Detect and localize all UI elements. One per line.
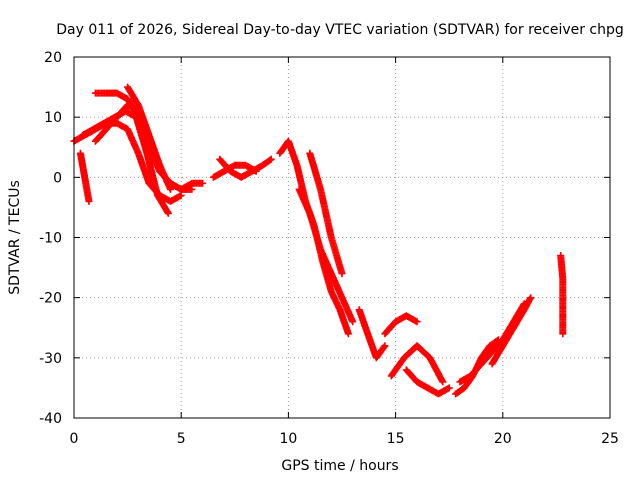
series-track-s xyxy=(557,252,567,338)
data-point xyxy=(164,209,172,217)
y-tick-label: -20 xyxy=(39,291,62,307)
series-track-j xyxy=(295,185,357,326)
data-point xyxy=(527,294,535,302)
data-point xyxy=(413,318,421,326)
y-axis-label: SDTVAR / TECUs xyxy=(7,180,23,295)
data-point xyxy=(439,378,447,386)
data-point xyxy=(380,343,388,351)
x-tick-label: 0 xyxy=(70,431,79,447)
x-tick-label: 25 xyxy=(601,431,619,447)
data-point xyxy=(177,191,185,199)
data-point xyxy=(267,155,275,163)
series-track-k xyxy=(306,149,346,278)
y-tick-label: 0 xyxy=(53,170,62,186)
data-points xyxy=(70,83,567,398)
data-point xyxy=(167,185,174,193)
chart-title: Day 011 of 2026, Sidereal Day-to-day VTE… xyxy=(56,22,624,38)
data-point xyxy=(252,167,260,175)
y-tick-label: 20 xyxy=(44,50,62,66)
data-point xyxy=(199,179,207,187)
x-tick-label: 15 xyxy=(387,431,405,447)
data-point xyxy=(559,330,567,338)
series-track-g xyxy=(216,155,275,181)
y-tick-label: -10 xyxy=(39,231,62,247)
y-tick-label: 10 xyxy=(44,110,62,126)
x-axis-label: GPS time / hours xyxy=(281,458,398,474)
data-point xyxy=(338,270,346,278)
data-point xyxy=(444,385,452,393)
series-track-n xyxy=(387,342,447,386)
series-track-r xyxy=(488,294,535,368)
y-tick-label: -30 xyxy=(39,351,62,367)
series-track-o xyxy=(402,366,453,398)
data-point xyxy=(445,384,453,392)
data-point xyxy=(188,185,196,193)
series-track-f xyxy=(76,149,93,205)
series-track-h xyxy=(209,161,260,181)
grid xyxy=(74,57,610,418)
series-track-l xyxy=(355,306,389,362)
x-tick-label: 20 xyxy=(494,431,512,447)
x-tick-label: 5 xyxy=(177,431,186,447)
data-point xyxy=(85,197,93,205)
series-track-m xyxy=(381,312,421,338)
series-track-e xyxy=(124,83,174,193)
x-tick-label: 10 xyxy=(279,431,297,447)
y-tick-label: -40 xyxy=(39,411,62,427)
axes: 0 5 10 15 20 25 -40 -30 -20 -10 0 10 20 xyxy=(39,50,619,447)
data-point xyxy=(349,318,357,326)
data-point xyxy=(344,330,352,338)
data-point xyxy=(381,342,389,350)
